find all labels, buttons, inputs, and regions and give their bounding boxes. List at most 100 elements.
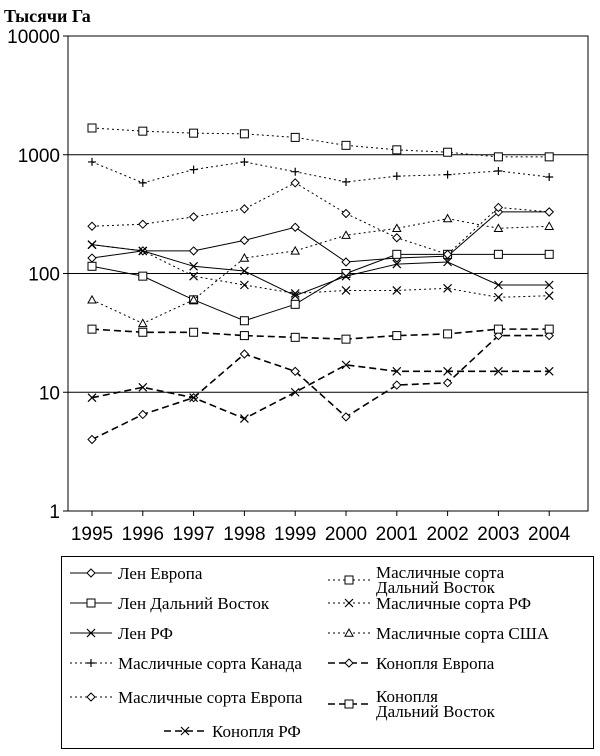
- data-point: [341, 140, 351, 150]
- data-point: [290, 366, 300, 377]
- legend-swatch: [328, 699, 370, 709]
- x-tick-label: 1998: [223, 524, 265, 545]
- data-point: [392, 380, 402, 390]
- series-line: [91, 161, 550, 184]
- data-point: [87, 221, 97, 231]
- legend-label: Конопля Европа: [376, 653, 495, 673]
- data-point: [341, 271, 351, 281]
- legend-swatch-marker: [86, 692, 96, 702]
- y-tick-label: 10: [39, 383, 60, 404]
- data-point: [239, 252, 250, 262]
- legend-swatch-marker: [180, 726, 190, 736]
- data-point: [88, 157, 96, 166]
- data-point: [189, 128, 199, 138]
- data-point: [240, 157, 249, 166]
- data-point: [493, 366, 503, 376]
- data-point: [342, 177, 350, 186]
- data-point: [290, 387, 300, 397]
- legend-item: Масличные сорта Канада: [68, 655, 302, 672]
- legend-item: Лен Дальний Восток: [68, 595, 269, 612]
- data-point: [239, 129, 249, 139]
- data-point: [87, 434, 97, 445]
- legend-swatch: [70, 598, 112, 608]
- data-point: [138, 126, 148, 136]
- legend-swatch: [70, 568, 112, 578]
- x-axis-ticks: 1995 1996 1997 1998 1999 2000 2001 2002 2003 2004: [71, 511, 571, 545]
- data-point: [239, 414, 249, 424]
- data-point: [544, 366, 554, 376]
- legend-swatch: [70, 659, 112, 667]
- data-point: [341, 360, 351, 370]
- y-axis-ticks: 1 10 100 1000 10000: [7, 27, 68, 523]
- data-point: [493, 280, 503, 290]
- data-point: [493, 223, 504, 233]
- data-point: [290, 245, 301, 255]
- data-point: [442, 213, 453, 223]
- legend-label: Лен Европа: [118, 563, 203, 583]
- data-point: [87, 261, 97, 271]
- legend-item: Масличные сорта Европа: [68, 687, 303, 707]
- data-point: [87, 253, 97, 263]
- data-point: [138, 219, 148, 229]
- legend-swatch: [328, 575, 370, 585]
- legend-swatch-marker: [344, 658, 354, 668]
- data-point: [493, 292, 503, 302]
- data-point: [189, 393, 199, 403]
- data-point: [290, 288, 300, 298]
- data-point: [87, 294, 97, 304]
- series-line: [91, 244, 550, 297]
- data-point: [443, 147, 453, 157]
- data-point: [290, 291, 300, 301]
- data-point: [290, 132, 300, 142]
- data-point: [290, 332, 300, 342]
- legend-swatch: [328, 658, 370, 668]
- data-point: [544, 324, 554, 334]
- data-point: [392, 286, 402, 295]
- data-point: [392, 331, 402, 341]
- data-point: [442, 378, 453, 388]
- data-point: [239, 316, 249, 326]
- data-point: [290, 178, 300, 188]
- data-point: [392, 249, 402, 259]
- data-point: [138, 409, 148, 420]
- x-tick-label: 2002: [426, 524, 468, 545]
- data-point: [341, 412, 351, 422]
- legend-label: Масличные сорта РФ: [376, 593, 532, 613]
- legend-item: Масличные сорта РФ: [326, 593, 532, 613]
- data-point: [189, 261, 199, 271]
- series-line: [91, 211, 550, 263]
- legend-label: Масличные сорта Дальний Восток: [376, 563, 505, 597]
- data-point: [87, 123, 97, 133]
- series-2: [87, 249, 554, 326]
- data-point: [341, 334, 351, 344]
- legend-swatch-marker: [86, 628, 96, 638]
- data-point: [544, 249, 554, 259]
- y-tick-label: 10000: [7, 27, 60, 48]
- series-11: [87, 360, 554, 424]
- x-tick-label: 2003: [477, 524, 519, 545]
- legend-swatch-marker: [87, 659, 95, 667]
- legend-label: Масличные сорта США: [376, 623, 550, 643]
- data-point: [189, 327, 199, 337]
- legend-item: Конопля Европа: [326, 653, 495, 673]
- data-point: [544, 291, 554, 301]
- series-1: [87, 207, 554, 267]
- legend-swatch: [164, 726, 206, 736]
- data-point: [544, 221, 555, 230]
- data-point: [443, 366, 453, 376]
- legend-item: Масличные сорта США: [326, 623, 550, 643]
- x-tick-label: 2001: [376, 524, 418, 545]
- data-point: [239, 280, 249, 290]
- legend-item: Масличные сорта Дальний Восток: [326, 563, 505, 597]
- data-point: [341, 257, 351, 267]
- data-point: [138, 382, 148, 392]
- data-point: [290, 299, 300, 309]
- data-point: [291, 167, 300, 176]
- series-3: [87, 240, 554, 301]
- legend-label: Масличные сорта Европа: [118, 687, 303, 707]
- data-point: [138, 178, 147, 187]
- legend-swatch: [70, 692, 112, 702]
- series-line: [91, 244, 550, 298]
- legend-label: Конопля РФ: [212, 721, 301, 741]
- series-9: [87, 330, 554, 445]
